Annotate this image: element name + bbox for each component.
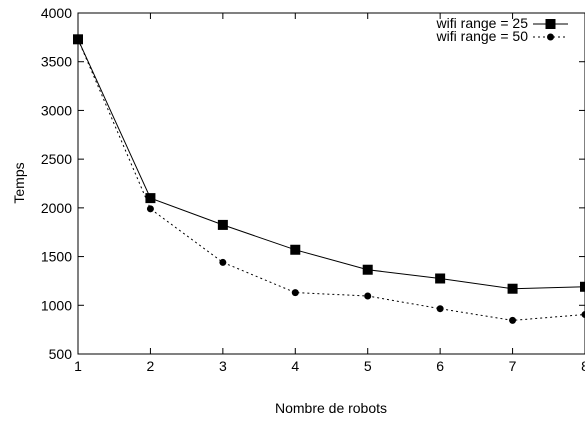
data-point-square (435, 273, 446, 284)
x-tick-label: 8 (581, 358, 585, 374)
y-tick-label: 1500 (41, 249, 72, 265)
y-tick-label: 1000 (41, 297, 72, 313)
plot-frame (77, 12, 585, 355)
x-tick-label: 5 (364, 358, 372, 374)
x-tick-label: 2 (147, 358, 155, 374)
data-point-circle (74, 35, 82, 43)
legend-marker-square (545, 19, 556, 29)
series-layer (73, 34, 585, 324)
data-point-square (580, 281, 585, 292)
data-point-circle (291, 289, 299, 297)
x-tick-label: 4 (291, 358, 299, 374)
y-tick-label: 3000 (41, 102, 72, 118)
y-axis-title: Temps (11, 162, 27, 203)
data-point-square (145, 193, 156, 204)
data-point-circle (146, 205, 154, 213)
x-tick-label: 1 (74, 358, 82, 374)
data-point-circle (364, 292, 372, 300)
x-axis-title: Nombre de robots (275, 400, 387, 416)
y-tick-label: 2000 (41, 200, 72, 216)
x-tick-label: 6 (436, 358, 444, 374)
legend-label-2: wifi range = 50 (436, 28, 529, 44)
y-tick-label: 500 (49, 346, 73, 362)
series-line-2 (77, 39, 585, 321)
legend-marker-circle (547, 33, 554, 41)
y-tick-label: 2500 (41, 151, 72, 167)
series-line-1 (77, 39, 585, 290)
y-tick-label: 3500 (41, 54, 72, 70)
legend-label-1: wifi range = 25 (436, 15, 529, 31)
axis-ticks (77, 12, 585, 355)
axis-tick-labels: 1 2 3 4 5 6 7 8 500 1000 1500 2000 2500 3000 3500 4000 (41, 5, 585, 374)
data-point-circle (509, 316, 517, 324)
data-point-circle (581, 311, 585, 319)
y-tick-label: 4000 (41, 5, 72, 21)
data-point-square (290, 244, 301, 255)
x-tick-label: 7 (509, 358, 517, 374)
x-tick-label: 3 (219, 358, 227, 374)
data-point-square (217, 219, 228, 230)
data-point-circle (436, 305, 444, 313)
data-point-square (362, 264, 373, 275)
data-point-square (507, 283, 518, 294)
data-point-circle (219, 258, 227, 266)
